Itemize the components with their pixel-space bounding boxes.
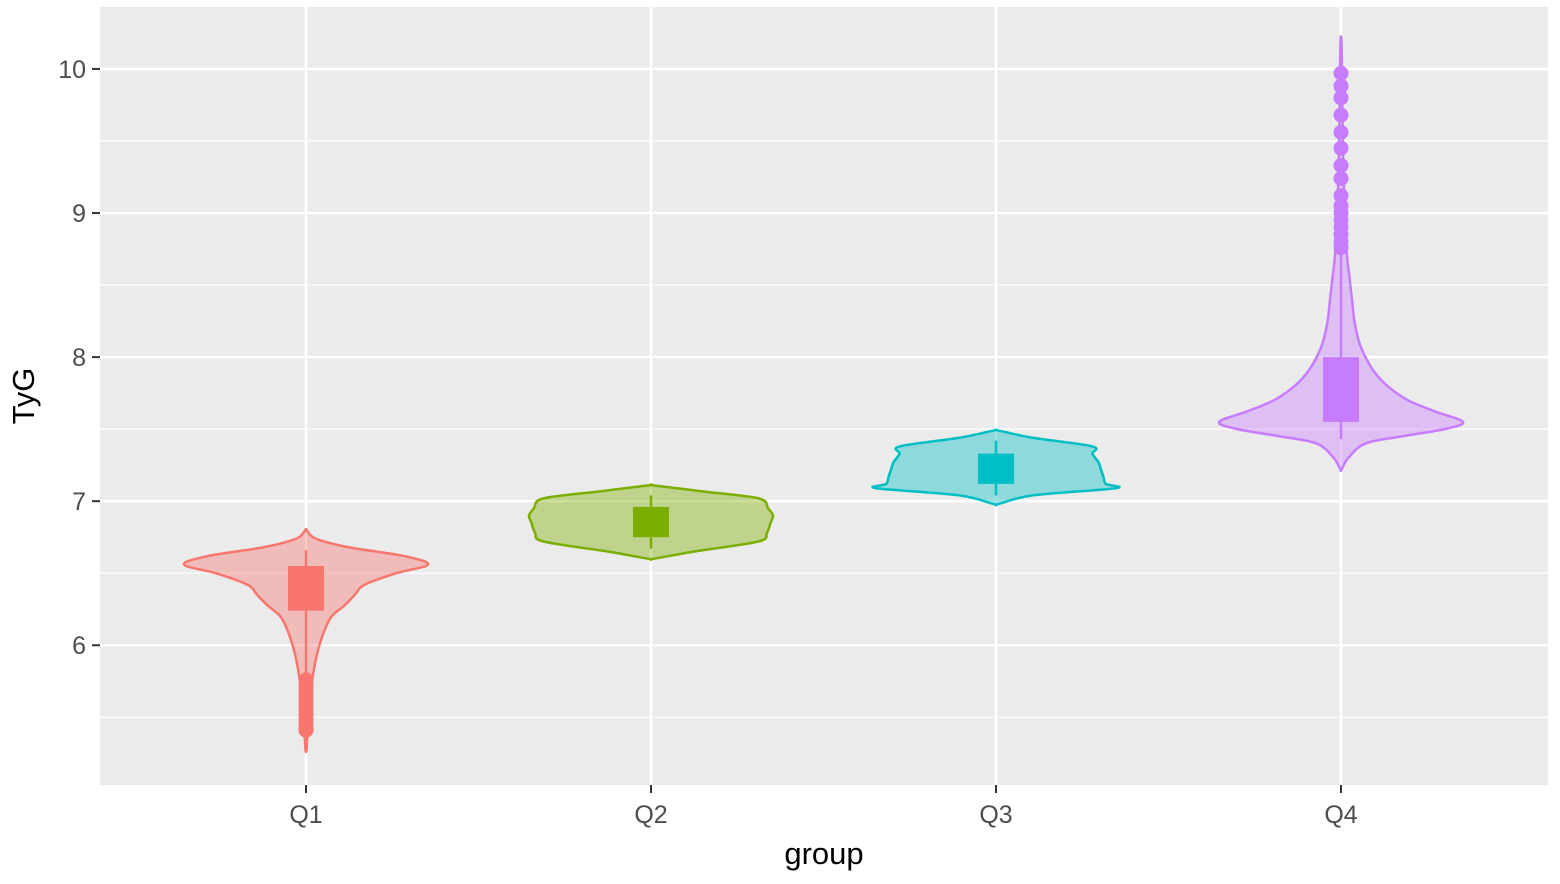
outlier-point [1333, 170, 1349, 186]
y-tick-label: 6 [72, 632, 86, 660]
x-tick-label: Q1 [289, 801, 322, 829]
x-tick-label: Q3 [979, 801, 1012, 829]
y-tick-label: 7 [72, 488, 86, 516]
x-axis-title: group [784, 836, 863, 871]
x-axis: Q1 Q2 Q3 Q4 [289, 785, 1358, 829]
y-axis: 6 7 8 9 10 [58, 56, 100, 660]
outlier-point [1333, 124, 1349, 140]
y-tick-label: 10 [58, 56, 86, 84]
y-tick-label: 9 [72, 200, 86, 228]
outlier-point [1333, 65, 1349, 81]
outlier-point [1333, 107, 1349, 123]
outlier-point [1333, 188, 1349, 204]
y-axis-title: TyG [6, 368, 41, 425]
outlier-point [1333, 157, 1349, 173]
minor-gridlines [100, 140, 1548, 718]
x-tick-label: Q2 [634, 801, 667, 829]
outlier-point [1333, 90, 1349, 106]
outlier-point [298, 722, 314, 738]
outlier-point [1333, 78, 1349, 94]
x-tick-label: Q4 [1324, 801, 1357, 829]
outlier-point [1333, 140, 1349, 156]
box-q4 [1323, 357, 1359, 422]
box-q1 [288, 566, 324, 611]
boxplot-layer [288, 65, 1359, 738]
y-tick-label: 8 [72, 344, 86, 372]
plot-panel [100, 7, 1548, 785]
